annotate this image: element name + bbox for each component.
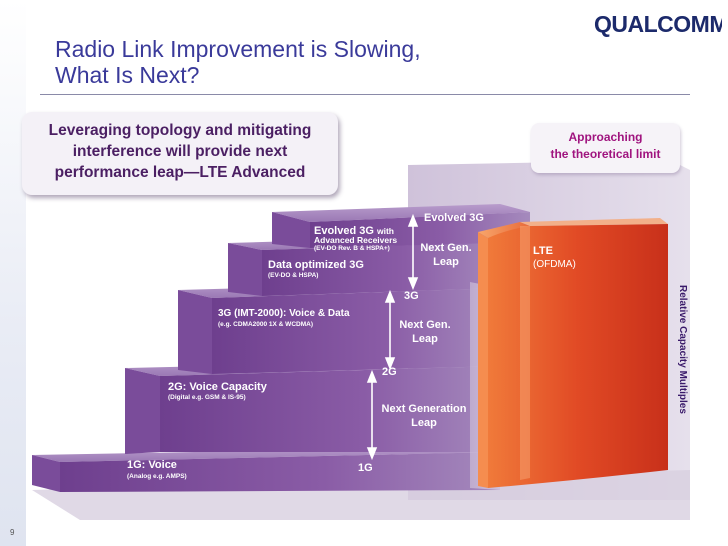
callout-line-1: Leveraging topology and mitigating — [48, 122, 312, 139]
step-2-sublabel: (Digital e.g. GSM & IS-95) — [168, 394, 246, 401]
step-5-label-suffix: with — [376, 226, 394, 236]
marker-evolved-3g: Evolved 3G — [424, 212, 484, 224]
title-divider — [40, 94, 690, 95]
lte-top — [478, 222, 530, 238]
step-2-side — [125, 368, 160, 454]
arrow-3g-evolved-head-down — [407, 277, 419, 291]
leap-3-line-1: Next Gen. — [420, 242, 472, 254]
marker-3g: 3G — [404, 290, 419, 302]
callout-line-3: performance leap—LTE Advanced — [54, 164, 306, 181]
approach-line-1: Approaching — [568, 130, 643, 144]
lte-highlight — [520, 226, 530, 480]
marker-2g: 2G — [382, 366, 397, 378]
left-accent-bar — [0, 0, 26, 546]
step-5-top — [272, 204, 530, 222]
step-4-label: Data optimized 3G — [268, 259, 364, 271]
step-4-side — [228, 243, 262, 296]
lte-advanced-callout: Leveraging topology and mitigating inter… — [22, 112, 338, 195]
step-1-front — [60, 452, 500, 492]
approaching-limit-note: Approaching the theoretical limit — [531, 123, 680, 173]
leap-2-line-2: Leap — [412, 333, 438, 345]
lte-label: LTE — [533, 245, 553, 257]
step-1-label: 1G: Voice — [127, 459, 177, 471]
step-1-sublabel: (Analog e.g. AMPS) — [127, 473, 187, 480]
leap-arrows — [366, 213, 419, 461]
slide-title: Radio Link Improvement is Slowing, What … — [55, 36, 515, 88]
leap-3-line-2: Leap — [433, 256, 459, 268]
lte-top-right — [520, 218, 668, 226]
step-3-sublabel: (e.g. CDMA2000 1X & WCDMA) — [218, 321, 313, 328]
page-number: 9 — [10, 528, 15, 537]
step-3-side — [178, 290, 212, 374]
leap-1-line-2: Leap — [411, 417, 437, 429]
step-4-sublabel: (EV-DO & HSPA) — [268, 272, 319, 279]
capacity-axis-text: Relative Capacity Multiples — [677, 285, 688, 414]
step-5-label: Evolved 3G with — [314, 225, 394, 237]
step-2-label: 2G: Voice Capacity — [168, 381, 267, 393]
arrow-1g-2g-head-up — [366, 369, 378, 383]
step-5-side — [272, 212, 310, 248]
step-3-label: 3G (IMT-2000): Voice & Data — [218, 308, 350, 319]
marker-1g: 1G — [358, 462, 373, 474]
step-5-front — [310, 212, 530, 248]
title-line-1: Radio Link Improvement is Slowing, — [55, 36, 421, 62]
step-5-sublabel: (EV-DO Rev. B & HSPA+) — [314, 245, 390, 252]
title-line-2: What Is Next? — [55, 62, 200, 88]
qualcomm-logo-mark: QUALCOMM — [594, 11, 722, 37]
approach-line-2: the theoretical limit — [550, 147, 661, 161]
lte-sublabel: (OFDMA) — [533, 259, 576, 270]
callout-line-2: interference will provide next — [72, 143, 288, 160]
arrow-2g-3g-head-down — [384, 357, 396, 371]
capacity-axis-label: Relative Capacity Multiples — [674, 285, 690, 450]
leap-label-1: Next Generation Leap — [376, 402, 472, 430]
arrow-2g-3g-head-up — [384, 289, 396, 303]
step-1-side — [32, 455, 60, 492]
lte-block — [488, 224, 668, 488]
step-5-label-2: Advanced Receivers — [314, 235, 398, 245]
leap-1-line-1: Next Generation — [381, 403, 467, 415]
leap-label-2: Next Gen. Leap — [393, 318, 457, 346]
step-3-front — [212, 288, 500, 374]
arrow-3g-evolved-head-up — [407, 213, 419, 227]
svg-text:QUALCOMM: QUALCOMM — [594, 11, 722, 37]
arrow-1g-2g-head-down — [366, 447, 378, 461]
lte-left-edge — [478, 232, 488, 488]
step-5-label-main: Evolved 3G — [314, 225, 374, 237]
leap-2-line-1: Next Gen. — [399, 319, 451, 331]
step-2-front — [160, 366, 500, 452]
leap-label-3: Next Gen. Leap — [415, 241, 477, 269]
step-4-front — [262, 242, 500, 296]
